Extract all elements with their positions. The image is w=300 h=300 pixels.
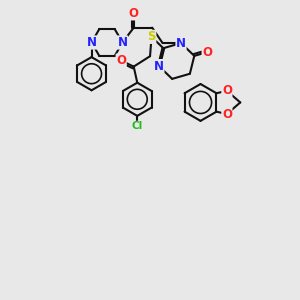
Text: Cl: Cl [132,121,143,131]
Text: O: O [116,54,126,67]
Text: O: O [222,107,232,121]
Text: N: N [87,36,97,49]
Text: N: N [118,36,128,49]
Text: N: N [176,37,186,50]
Text: S: S [147,30,156,44]
Text: O: O [129,7,139,20]
Text: O: O [202,46,212,59]
Text: O: O [222,84,232,98]
Text: N: N [154,60,164,73]
